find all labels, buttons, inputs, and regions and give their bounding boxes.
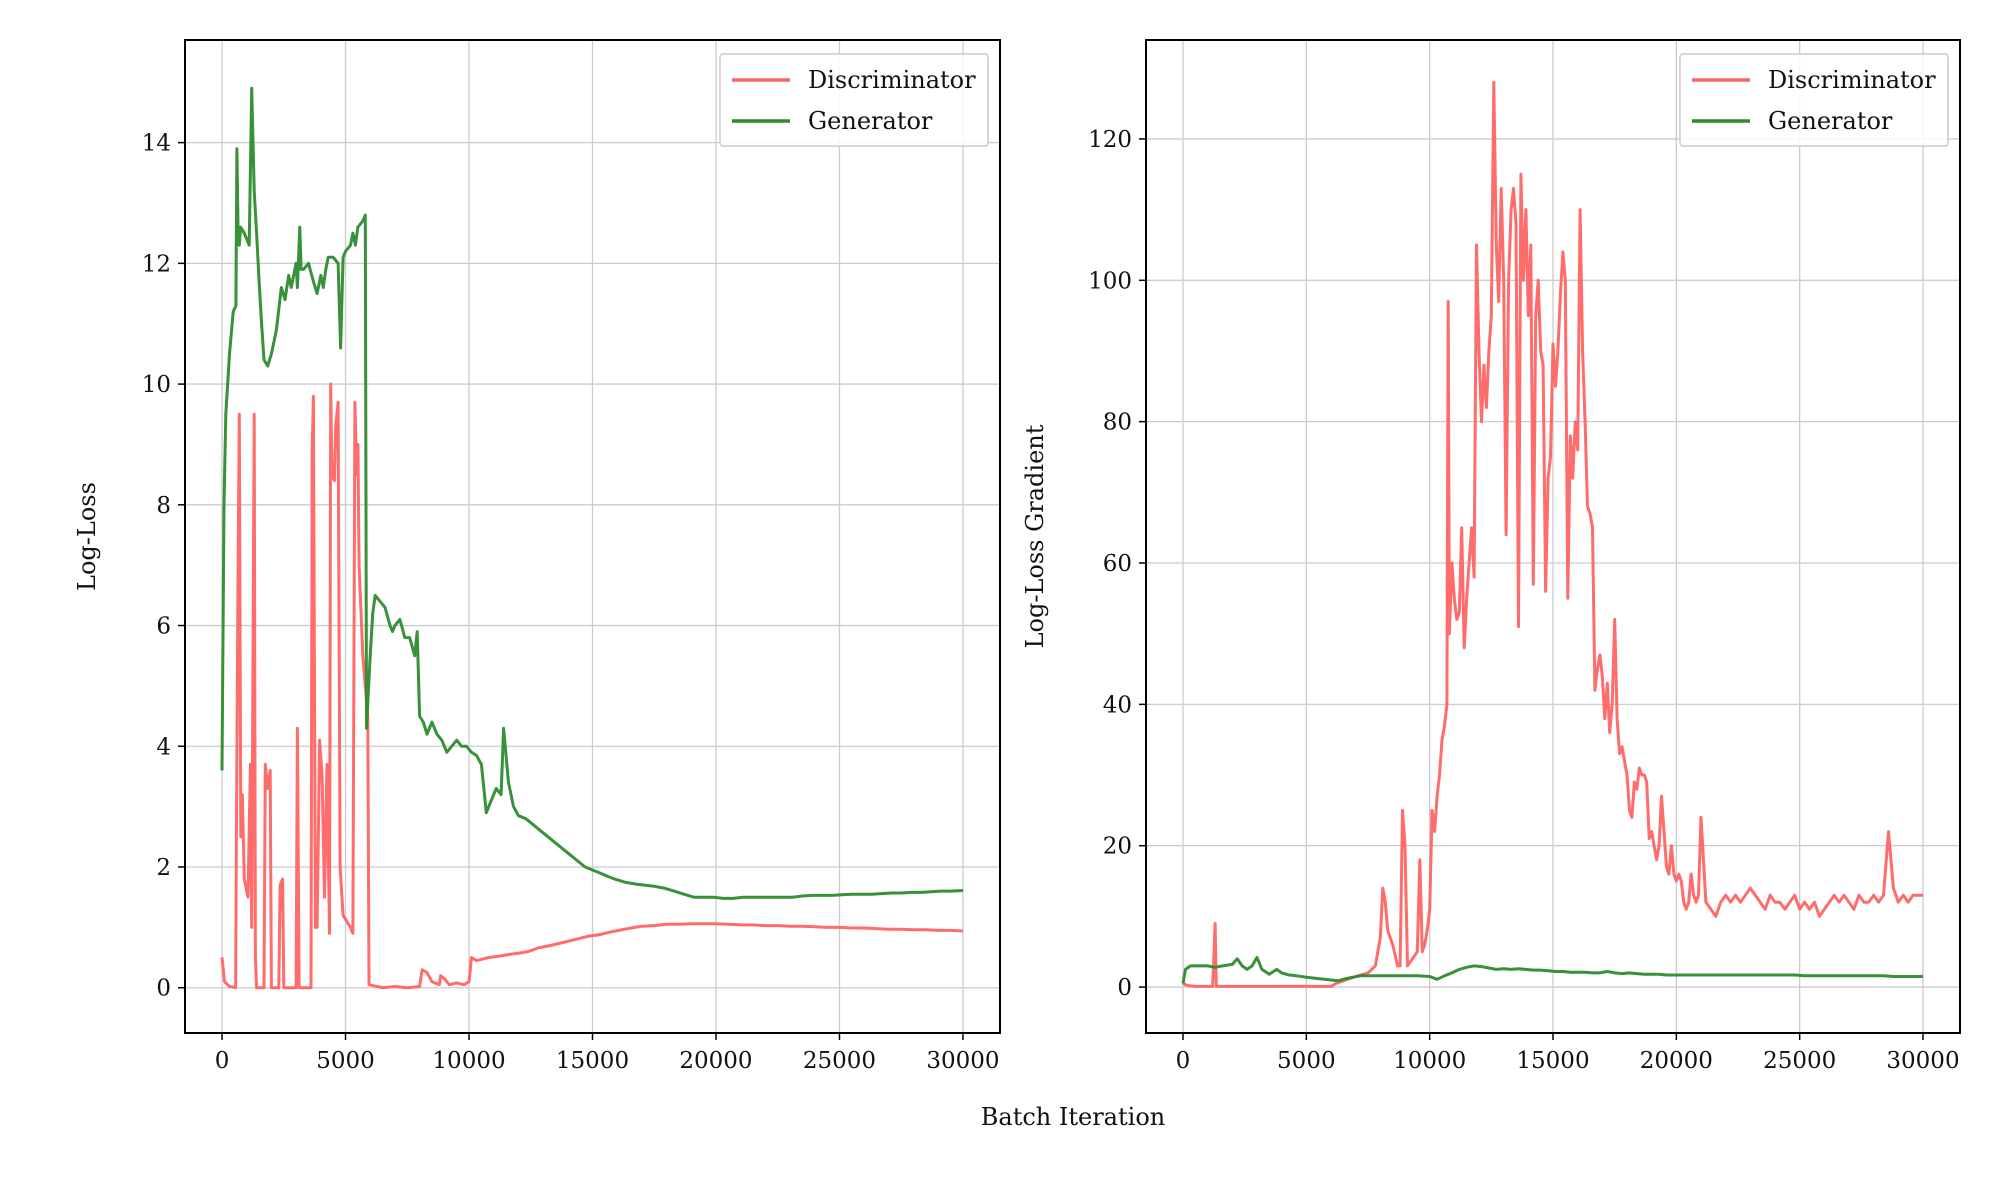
gradient-legend-box (1679, 53, 1949, 147)
loss-x-tick-label: 5000 (316, 1048, 375, 1074)
loss-y-tick-label: 4 (156, 734, 171, 760)
loss-y-tick-label: 14 (142, 131, 171, 157)
loss-y-axis-label: Log-Loss (73, 482, 101, 591)
gradient-y-tick-label: 40 (1103, 692, 1132, 718)
gradient-series-discriminator (1182, 80, 1923, 988)
loss-series-discriminator (220, 382, 964, 990)
gradient-legend-discriminator-label: Discriminator (1768, 66, 1936, 94)
loss-x-tick-label: 15000 (556, 1048, 629, 1074)
loss-legend: Discriminator Generator (719, 53, 989, 147)
loss-legend-box (719, 53, 989, 147)
gradient-y-tick-label: 120 (1088, 127, 1132, 153)
loss-legend-discriminator-label: Discriminator (808, 66, 976, 94)
loss-series-lines (220, 86, 964, 990)
gradient-x-tick-label: 15000 (1516, 1048, 1589, 1074)
gradient-y-tick-label: 60 (1103, 551, 1132, 577)
gradient-legend-generator-label: Generator (1768, 107, 1893, 135)
shared-x-axis-label: Batch Iteration (981, 1103, 1165, 1131)
loss-y-tick-label: 8 (156, 493, 171, 519)
loss-x-tick-label: 0 (215, 1048, 230, 1074)
loss-series-generator (220, 86, 964, 900)
gradient-x-tick-label: 30000 (1886, 1048, 1959, 1074)
loss-x-tick-label: 20000 (679, 1048, 752, 1074)
loss-y-tick-label: 12 (142, 251, 171, 277)
gradient-y-tick-label: 100 (1088, 268, 1132, 294)
gradient-series-lines (1181, 80, 1923, 988)
gradient-grid (1146, 40, 1960, 1033)
loss-x-tick-label: 30000 (926, 1048, 999, 1074)
gradient-x-tick-label: 10000 (1393, 1048, 1466, 1074)
loss-legend-generator-label: Generator (808, 107, 933, 135)
gradient-x-ticks: 0 5000 10000 15000 20000 25000 30000 (1176, 1033, 1960, 1074)
gradient-y-tick-label: 80 (1103, 410, 1132, 436)
gradient-legend: Discriminator Generator (1679, 53, 1949, 147)
loss-y-tick-label: 2 (156, 855, 171, 881)
loss-y-tick-label: 10 (142, 372, 171, 398)
loss-y-tick-label: 6 (156, 614, 171, 640)
gradient-y-tick-label: 20 (1103, 834, 1132, 860)
gradient-x-tick-label: 0 (1176, 1048, 1191, 1074)
loss-grid (185, 40, 1000, 1033)
gradient-y-ticks: 0 20 40 60 80 100 120 (1088, 127, 1146, 1001)
gradient-x-tick-label: 20000 (1640, 1048, 1713, 1074)
loss-x-tick-label: 10000 (432, 1048, 505, 1074)
gradient-y-axis-label: Log-Loss Gradient (1021, 424, 1049, 648)
gradient-x-tick-label: 5000 (1277, 1048, 1336, 1074)
loss-panel: 0 5000 10000 15000 20000 25000 30000 0 2 4 6 8 10 12… (73, 39, 1001, 1074)
loss-x-ticks: 0 5000 10000 15000 20000 25000 30000 (215, 1033, 1000, 1074)
gradient-y-tick-label: 0 (1117, 975, 1132, 1001)
loss-y-ticks: 0 2 4 6 8 10 12 14 (142, 131, 185, 1002)
gradient-x-tick-label: 25000 (1763, 1048, 1836, 1074)
gradient-series-generator (1181, 955, 1923, 984)
loss-y-tick-label: 0 (156, 976, 171, 1002)
loss-x-tick-label: 25000 (803, 1048, 876, 1074)
gradient-panel: 0 5000 10000 15000 20000 25000 30000 0 20 40 60 80… (1021, 39, 1961, 1074)
